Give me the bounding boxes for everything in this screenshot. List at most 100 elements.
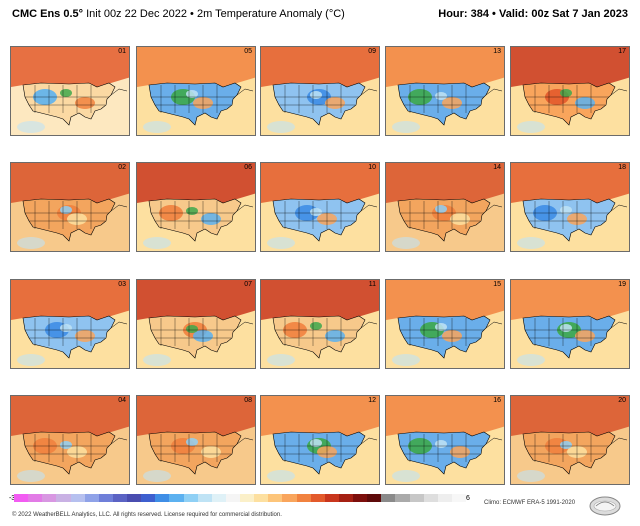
mexico-shade <box>517 470 545 482</box>
mexico-shade <box>17 354 45 366</box>
anomaly-map <box>511 47 629 135</box>
anomaly-core <box>310 439 322 447</box>
anomaly-blob <box>450 213 470 225</box>
colorbar-swatch <box>56 494 71 502</box>
anomaly-core <box>60 441 72 449</box>
member-label: 04 <box>118 397 126 404</box>
ensemble-member-panel-17: 17 <box>510 46 630 136</box>
anomaly-blob <box>201 213 221 225</box>
coastline <box>610 321 628 329</box>
colorbar-swatch <box>70 494 85 502</box>
canada-anomaly <box>11 163 129 203</box>
anomaly-core <box>310 91 322 99</box>
ensemble-member-panel-02: 02 <box>10 162 130 252</box>
colorbar-swatch <box>338 494 353 502</box>
weatherbell-logo <box>589 496 621 516</box>
colorbar-swatch <box>84 494 99 502</box>
colorbar-swatch <box>28 494 43 502</box>
mexico-shade <box>143 354 171 366</box>
anomaly-map <box>386 163 504 251</box>
coastline <box>610 437 628 445</box>
member-label: 06 <box>244 164 252 171</box>
canada-anomaly <box>137 47 255 87</box>
anomaly-map <box>261 163 379 251</box>
mexico-shade <box>17 237 45 249</box>
anomaly-blob <box>75 97 95 109</box>
canada-anomaly <box>386 163 504 203</box>
canada-anomaly <box>137 396 255 436</box>
anomaly-core <box>560 441 572 449</box>
coastline <box>110 321 128 329</box>
mexico-shade <box>267 121 295 133</box>
mexico-shade <box>517 237 545 249</box>
mexico-shade <box>267 354 295 366</box>
coastline <box>360 88 378 96</box>
colorbar-swatch <box>112 494 127 502</box>
member-label: 02 <box>118 164 126 171</box>
ensemble-member-panel-11: 11 <box>260 279 380 369</box>
ensemble-member-panel-19: 19 <box>510 279 630 369</box>
anomaly-blob <box>325 97 345 109</box>
member-label: 13 <box>493 48 501 55</box>
anomaly-map <box>137 47 255 135</box>
colorbar-swatch <box>141 494 156 502</box>
colorbar-swatch <box>155 494 170 502</box>
anomaly-core <box>186 325 198 333</box>
anomaly-map <box>11 47 129 135</box>
ensemble-member-panel-03: 03 <box>10 279 130 369</box>
anomaly-core <box>435 323 447 331</box>
coastline <box>485 88 503 96</box>
member-label: 11 <box>368 281 376 288</box>
colorbar-swatch <box>409 494 424 502</box>
anomaly-core <box>435 205 447 213</box>
canada-anomaly <box>386 47 504 87</box>
canada-anomaly <box>137 163 255 203</box>
member-label: 03 <box>118 281 126 288</box>
coastline <box>236 437 254 445</box>
member-label: 05 <box>244 48 252 55</box>
member-label: 01 <box>118 48 126 55</box>
colorbar-swatch <box>423 494 438 502</box>
coastline <box>236 88 254 96</box>
colorbar-swatch <box>324 494 339 502</box>
canada-anomaly <box>261 280 379 320</box>
coastline <box>360 437 378 445</box>
anomaly-map <box>386 280 504 368</box>
ensemble-member-panel-09: 09 <box>260 46 380 136</box>
canada-anomaly <box>511 396 629 436</box>
member-label: 08 <box>244 397 252 404</box>
member-label: 14 <box>493 164 501 171</box>
member-label: 07 <box>244 281 252 288</box>
anomaly-map <box>11 396 129 484</box>
map-header: CMC Ens 0.5° Init 00z 22 Dec 2022 • 2m T… <box>0 0 640 30</box>
anomaly-core <box>560 89 572 97</box>
canada-anomaly <box>386 396 504 436</box>
anomaly-core <box>186 207 198 215</box>
ensemble-member-panel-18: 18 <box>510 162 630 252</box>
forecast-hour: Hour: 384 <box>438 8 489 20</box>
coastline <box>485 437 503 445</box>
coastline <box>110 88 128 96</box>
member-label: 16 <box>493 397 501 404</box>
anomaly-map <box>11 163 129 251</box>
mexico-shade <box>143 121 171 133</box>
colorbar-swatch <box>367 494 382 502</box>
variable-name: 2m Temperature Anomaly (°C) <box>196 8 345 20</box>
anomaly-core <box>310 322 322 330</box>
anomaly-core <box>310 208 322 216</box>
mexico-shade <box>392 354 420 366</box>
anomaly-core <box>186 438 198 446</box>
anomaly-map <box>511 280 629 368</box>
climo-note: Climo: ECMWF ERA-5 1991-2020 <box>484 500 576 506</box>
anomaly-core <box>60 206 72 214</box>
coastline <box>236 321 254 329</box>
mexico-shade <box>143 470 171 482</box>
anomaly-map <box>261 47 379 135</box>
mexico-shade <box>517 121 545 133</box>
ensemble-member-panel-16: 16 <box>385 395 505 485</box>
ensemble-member-panel-01: 01 <box>10 46 130 136</box>
canada-anomaly <box>386 280 504 320</box>
anomaly-map <box>386 47 504 135</box>
mexico-shade <box>17 121 45 133</box>
colorbar-swatch <box>296 494 311 502</box>
